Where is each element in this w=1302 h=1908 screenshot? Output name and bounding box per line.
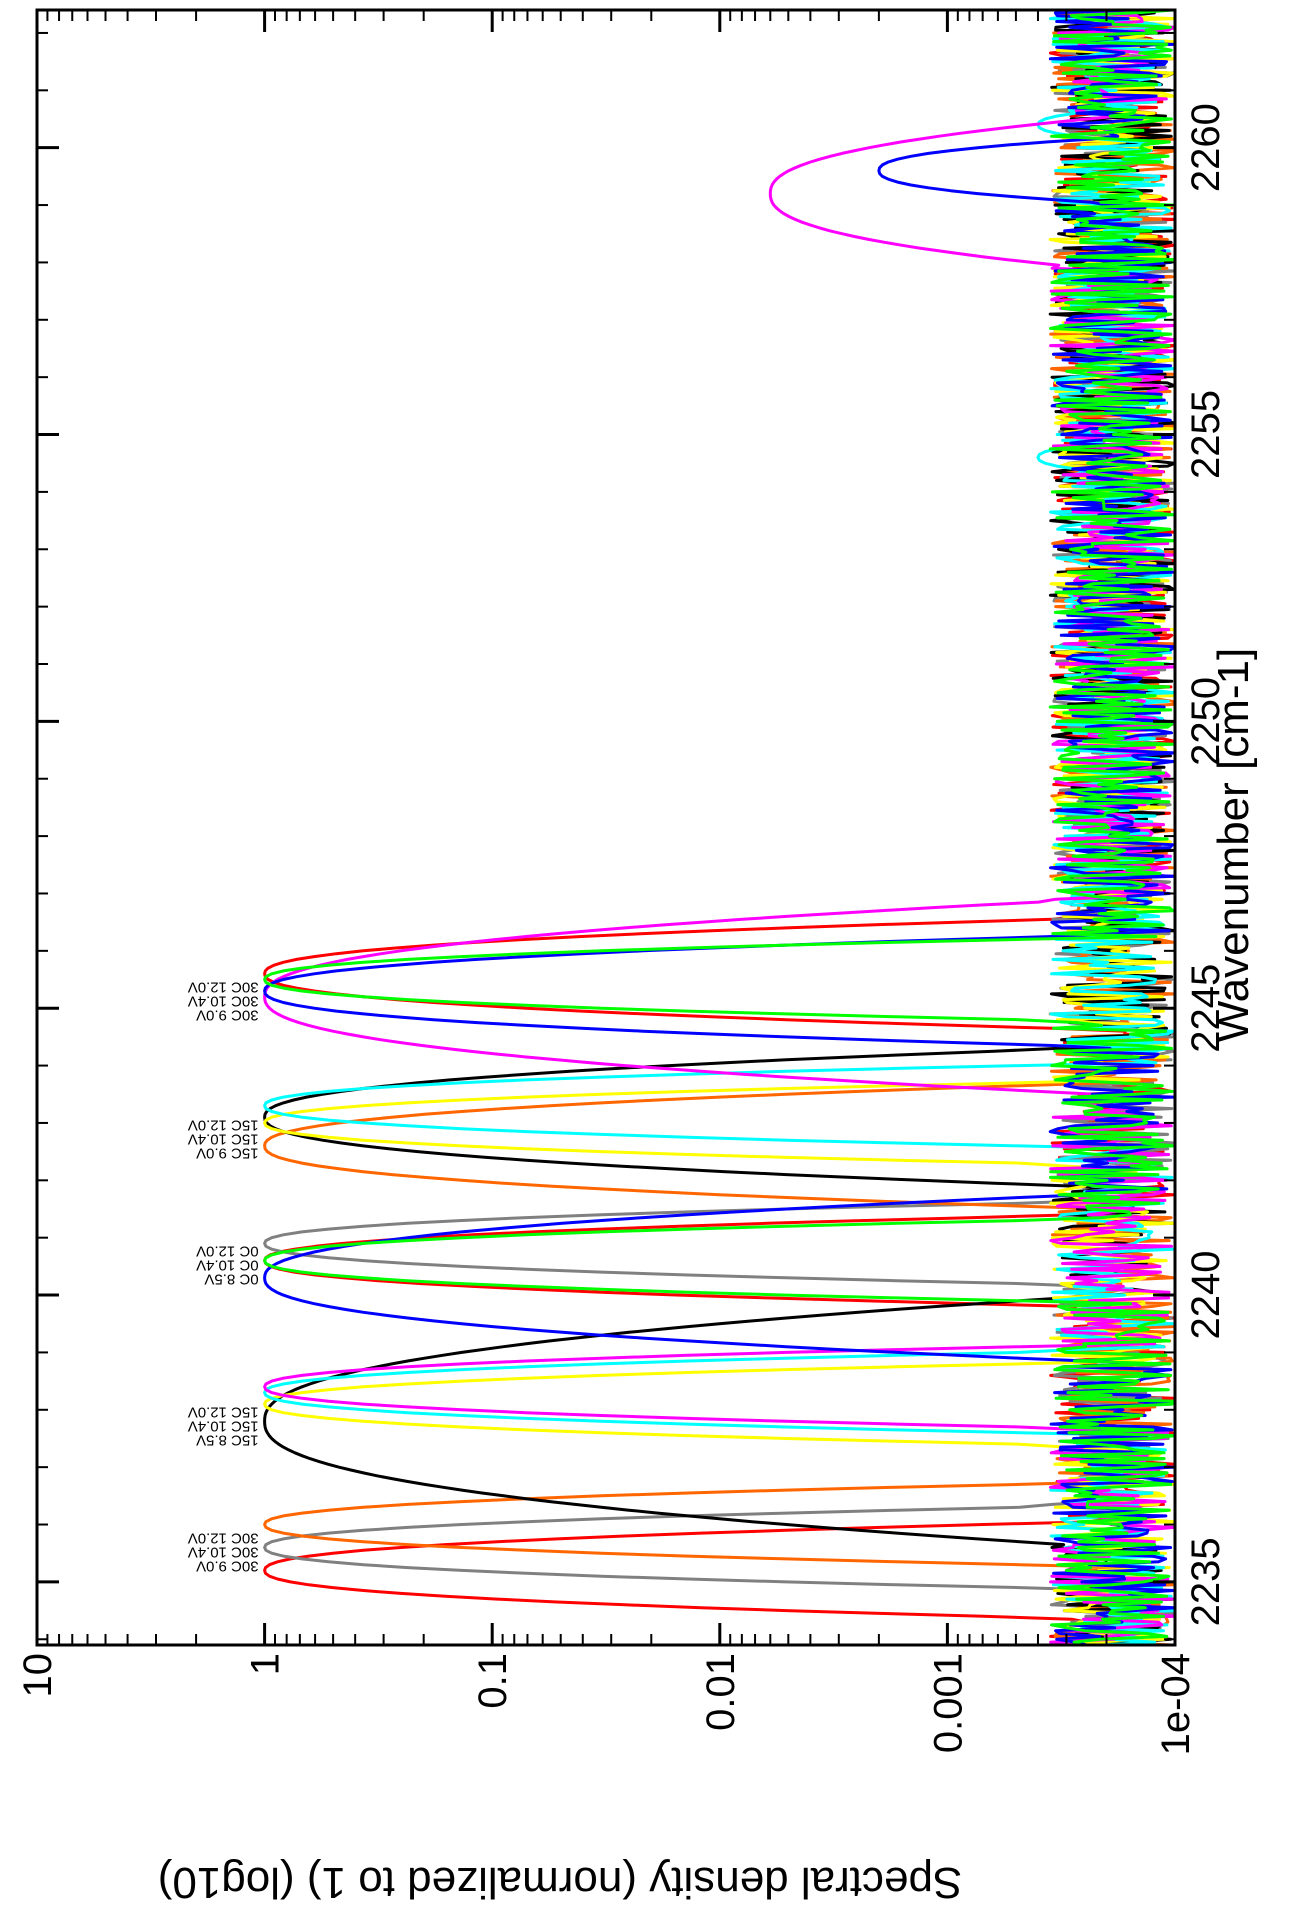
- peak-label: 30C 9.0V: [196, 1557, 259, 1574]
- series-line-9: [263, 8, 1177, 1647]
- peak-label: 15C 9.0V: [196, 1144, 259, 1161]
- y-tick-label: 1e-04: [1154, 1653, 1198, 1755]
- x-tick-label: 2235: [1184, 1537, 1228, 1626]
- y-tick-label: 10: [16, 1653, 60, 1698]
- plot-frame: [35, 8, 1177, 1647]
- peak-label: 0C 10.4V: [196, 1257, 259, 1274]
- peak-label: 30C 10.4V: [188, 993, 259, 1010]
- peak-label: 0C 12.0V: [196, 1243, 259, 1260]
- peak-label: 15C 12.0V: [188, 1403, 259, 1420]
- peak-label: 15C 8.5V: [196, 1431, 259, 1448]
- y-tick-label: 0.1: [471, 1653, 515, 1709]
- peak-label: 15C 12.0V: [188, 1116, 259, 1133]
- series-line-7: [263, 8, 1177, 1647]
- ticks-layer: 2235 2240 2245 2250 2255 2260 1e-04 0.001 0.01 0.…: [16, 10, 1228, 1755]
- peak-label: 15C 10.4V: [188, 1130, 259, 1147]
- x-axis-label: Wavenumber [cm-1]: [1209, 648, 1258, 1042]
- y-tick-label: 0.001: [926, 1653, 970, 1753]
- x-tick-label: 2245: [1184, 964, 1228, 1053]
- peak-label: 15C 10.4V: [188, 1417, 259, 1434]
- x-tick-label: 2260: [1184, 103, 1228, 192]
- peak-label: 30C 12.0V: [188, 1529, 259, 1546]
- x-tick-label: 2250: [1184, 677, 1228, 766]
- y-tick-label: 1: [244, 1653, 288, 1675]
- series-layer: [263, 8, 1177, 1647]
- peak-label: 30C 10.4V: [188, 1543, 259, 1560]
- y-tick-label: 0.01: [699, 1653, 743, 1731]
- x-tick-label: 2255: [1184, 390, 1228, 479]
- x-tick-label: 2240: [1184, 1251, 1228, 1340]
- peak-label: 30C 12.0V: [188, 979, 259, 996]
- peak-label: 0C 8.5V: [204, 1271, 258, 1288]
- peak-label: 30C 9.0V: [196, 1007, 259, 1024]
- y-axis-label: Spectral density (normalized to 1) (log1…: [158, 1858, 963, 1907]
